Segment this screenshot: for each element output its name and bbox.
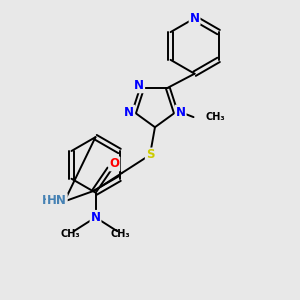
Text: N: N: [124, 106, 134, 119]
Text: HN: HN: [42, 194, 62, 207]
Text: HN: HN: [47, 194, 67, 207]
Text: O: O: [109, 158, 119, 170]
Text: CH₃: CH₃: [61, 229, 81, 239]
Text: H: H: [52, 196, 62, 206]
Text: CH₃: CH₃: [110, 229, 130, 239]
Text: N: N: [176, 106, 186, 119]
Text: N: N: [134, 79, 144, 92]
Text: N: N: [190, 12, 200, 25]
Text: N: N: [91, 211, 100, 224]
Text: CH₃: CH₃: [206, 112, 225, 122]
Text: S: S: [146, 148, 154, 161]
